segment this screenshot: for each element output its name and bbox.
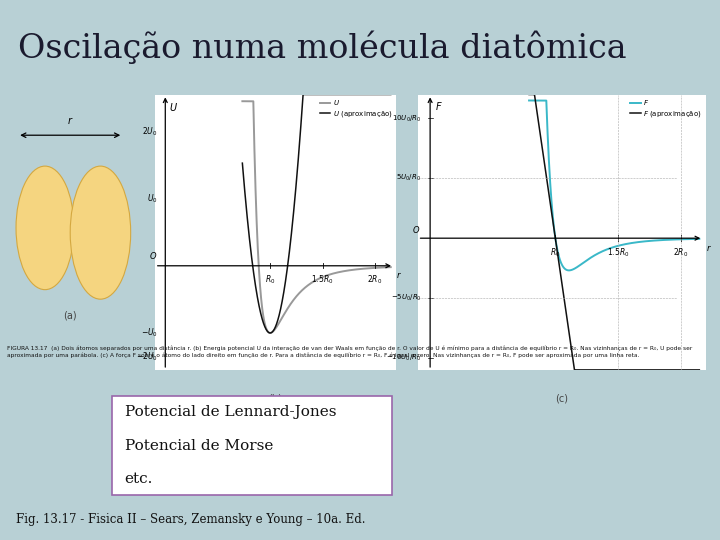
- Text: (b): (b): [269, 393, 282, 403]
- Text: FIGURA 13.17  (a) Dois átomos separados por uma distância r. (b) Energia potenci: FIGURA 13.17 (a) Dois átomos separados p…: [7, 346, 693, 359]
- FancyBboxPatch shape: [112, 396, 392, 495]
- Text: $1.5R_0$: $1.5R_0$: [311, 274, 334, 286]
- Ellipse shape: [70, 166, 131, 299]
- Ellipse shape: [16, 166, 74, 289]
- Text: $r$: $r$: [396, 270, 402, 280]
- Legend: $F$, $F$ (aproximação): $F$, $F$ (aproximação): [630, 98, 702, 119]
- Text: $O$: $O$: [148, 250, 157, 261]
- Text: $R_0$: $R_0$: [265, 274, 275, 286]
- Text: $-2U_0$: $-2U_0$: [136, 350, 158, 363]
- Text: (a): (a): [63, 310, 77, 321]
- Text: etc.: etc.: [125, 472, 153, 486]
- Text: $-5U_0/R_0$: $-5U_0/R_0$: [390, 293, 421, 303]
- Text: Potencial de Morse: Potencial de Morse: [125, 438, 273, 453]
- Text: $2R_0$: $2R_0$: [367, 274, 382, 286]
- Text: $-10U_0/R_0$: $-10U_0/R_0$: [386, 353, 421, 363]
- Text: $-U_0$: $-U_0$: [141, 327, 158, 339]
- Text: Potencial de Lennard-Jones: Potencial de Lennard-Jones: [125, 405, 336, 419]
- Text: Fig. 13.17 - Fisica II – Sears, Zemansky e Young – 10a. Ed.: Fig. 13.17 - Fisica II – Sears, Zemansky…: [16, 514, 365, 526]
- Text: Oscilação numa molécula diatômica: Oscilação numa molécula diatômica: [18, 32, 626, 65]
- Text: $2U_0$: $2U_0$: [143, 125, 158, 138]
- Text: $r$: $r$: [706, 243, 711, 253]
- Text: $2R_0$: $2R_0$: [673, 247, 688, 259]
- Text: $5U_0/R_0$: $5U_0/R_0$: [397, 173, 421, 184]
- Text: $10U_0/R_0$: $10U_0/R_0$: [392, 113, 421, 124]
- Text: $1.5R_0$: $1.5R_0$: [607, 247, 629, 259]
- Text: $r$: $r$: [67, 116, 73, 126]
- Text: $O$: $O$: [412, 224, 420, 234]
- Text: $U$: $U$: [169, 101, 179, 113]
- Text: $U_0$: $U_0$: [148, 192, 158, 205]
- Text: $F$: $F$: [435, 100, 443, 112]
- Text: (c): (c): [555, 393, 568, 403]
- Text: $R_0$: $R_0$: [550, 247, 561, 259]
- Legend: $U$, $U$ (aproximação): $U$, $U$ (aproximação): [320, 98, 392, 119]
